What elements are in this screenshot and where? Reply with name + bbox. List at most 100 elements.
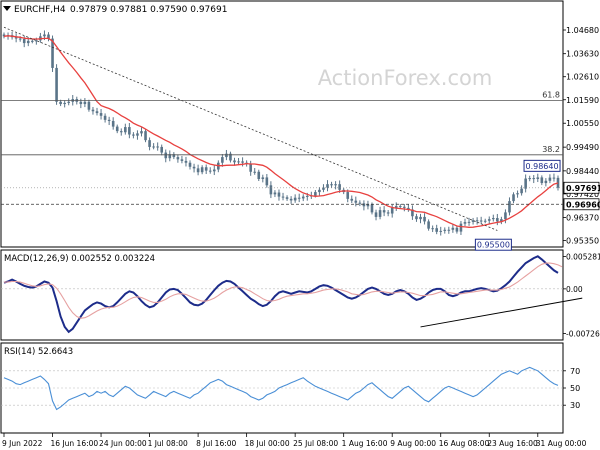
candle-body [293, 197, 297, 201]
candle-body [140, 131, 143, 134]
candle-body [334, 184, 337, 186]
candle-body [43, 34, 46, 37]
candle-body [431, 228, 434, 230]
candle-body [188, 162, 192, 167]
candle-body [314, 192, 317, 196]
candle-body [67, 101, 71, 103]
candle-body [212, 169, 216, 172]
candle-body [358, 202, 362, 204]
candle-body [556, 177, 560, 188]
candle-body [479, 220, 483, 222]
candle-body [95, 111, 99, 114]
candle-body [148, 140, 151, 147]
candle-body [225, 153, 228, 158]
time-axis: 9 Jun 2022 16 Jun 16:00 24 Jun 00:00 1 Jul … [2, 433, 587, 448]
candle-body [297, 197, 301, 199]
price-axis: 1.04680 1.03630 1.02610 1.01590 1.00550 0.994… [563, 26, 600, 246]
candle-body [249, 163, 252, 172]
candle-body [160, 146, 164, 153]
macd-label: MACD(12,26,9) 0.002552 0.003224 [4, 254, 155, 264]
macd-line [3, 255, 559, 334]
candle-body [18, 38, 22, 40]
candle-body [447, 229, 451, 231]
candle-body [22, 39, 26, 44]
time-tick-label: 25 Jul 08:00 [293, 439, 338, 448]
candle-body [544, 180, 548, 184]
candle-body [91, 109, 95, 112]
price-annotation-box [523, 159, 561, 172]
candle-body [26, 40, 30, 44]
candle-body [221, 157, 224, 163]
time-tick-label: 24 Jun 00:00 [99, 439, 147, 448]
price-annotation-box [474, 238, 512, 251]
rsi-tick-label: 70 [570, 367, 580, 376]
price-tick-label: 1.03630 [566, 50, 599, 59]
watermark: ActionForex.com [318, 66, 493, 90]
price-tick-label: 1.00550 [566, 119, 599, 128]
candle-body [192, 166, 196, 169]
candle-body [176, 157, 180, 160]
candle-body [152, 146, 155, 148]
candle-body [168, 154, 172, 159]
candle-body [330, 184, 333, 186]
price-tick-label: 0.99490 [566, 143, 599, 152]
time-tick-label: 16 Aug 08:00 [439, 439, 490, 448]
dropdown-arrow-icon[interactable] [3, 6, 11, 11]
symbol-label: EURCHF,H4 [14, 5, 66, 15]
candle-body [346, 192, 350, 199]
time-tick-label: 23 Aug 16:00 [487, 439, 538, 448]
candle-body [55, 67, 58, 102]
time-tick-label: 1 Jul 08:00 [148, 439, 188, 448]
candle-body [241, 161, 244, 163]
candle-body [285, 197, 289, 199]
support-label: 0.96960 [566, 200, 600, 209]
price-panel-frame [0, 0, 564, 248]
price-tick-label: 1.04680 [566, 26, 599, 35]
candle-body [350, 198, 354, 201]
support-label-box [563, 198, 600, 211]
candle-body [512, 194, 515, 202]
candle-body [14, 37, 18, 39]
candle-body [2, 34, 6, 37]
time-tick-label: 18 Jul 00:00 [245, 439, 290, 448]
candle-body [289, 198, 293, 201]
price-tick-label: 0.97420 [566, 190, 599, 199]
candle-body [411, 209, 414, 217]
candle-body [103, 115, 107, 120]
candle-body [35, 40, 38, 42]
candle-body [528, 178, 531, 180]
candle-body [233, 160, 236, 163]
macd-panel-frame [0, 249, 564, 341]
candle-body [374, 212, 378, 217]
candle-body [128, 127, 131, 135]
candle-body [536, 177, 540, 179]
rsi-tick-label: 50 [570, 384, 580, 393]
macd-trendline [420, 297, 583, 328]
rsi-label: RSI(14) 52.6643 [4, 347, 73, 357]
candle-body [552, 177, 556, 179]
macd-signal-line [4, 262, 563, 319]
price-tick-label: 0.98440 [566, 167, 599, 176]
candle-body [390, 207, 394, 214]
candle-body [136, 133, 139, 136]
candle-body [200, 167, 204, 173]
candle-body [475, 220, 479, 222]
candle-body [338, 184, 341, 190]
moving-average-line [3, 35, 559, 228]
candle-body [196, 168, 200, 173]
candle-body [59, 101, 62, 105]
time-tick-label: 16 Jun 16:00 [51, 439, 99, 448]
macd-tick-label: 0.005281 [566, 252, 600, 261]
candle-body [172, 154, 176, 158]
chart-header: EURCHF,H4 0.97879 0.97881 0.97590 0.9769… [3, 5, 227, 15]
candle-body [516, 193, 519, 195]
price-annotation-label: 0.95500 [477, 241, 510, 250]
candle-body [229, 153, 232, 161]
candle-body [394, 206, 398, 208]
candle-body [83, 101, 87, 105]
candle-body [407, 207, 410, 210]
candle-body [273, 192, 277, 195]
candle-body [107, 119, 111, 121]
candle-body [63, 102, 66, 105]
